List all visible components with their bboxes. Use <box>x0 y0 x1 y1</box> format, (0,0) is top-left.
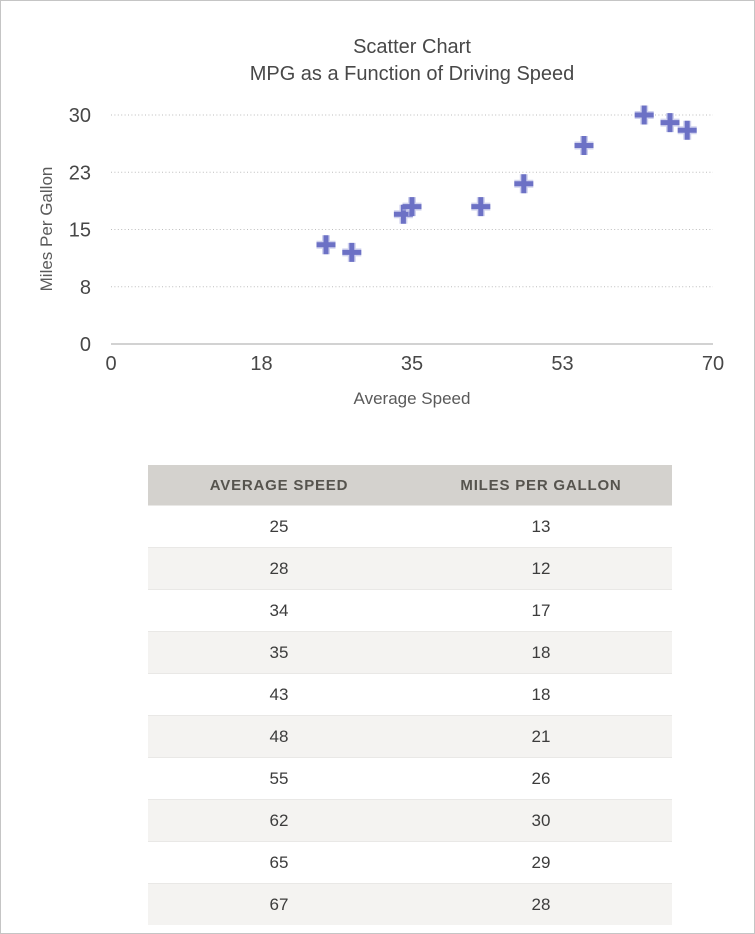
y-tick-label: 23 <box>69 162 91 184</box>
table-cell: 65 <box>148 841 410 884</box>
scatter-point <box>660 113 680 133</box>
table-header-cell-average-speed: AVERAGE SPEED <box>148 465 410 506</box>
table-cell: 17 <box>410 589 672 632</box>
y-tick-label: 0 <box>80 334 91 356</box>
scatter-point <box>574 136 594 156</box>
scatter-point <box>471 197 491 217</box>
scatter-point <box>316 235 336 255</box>
table-cell: 13 <box>410 505 672 548</box>
table-row: 35 18 <box>148 631 672 674</box>
table-cell: 67 <box>148 883 410 925</box>
table-cell: 43 <box>148 673 410 716</box>
table-cell: 48 <box>148 715 410 758</box>
table-row: 34 17 <box>148 589 672 632</box>
data-table: AVERAGE SPEED MILES PER GALLON 25 13 28 12 3… <box>148 465 672 925</box>
scatter-chart: 0 8 15 23 30 0 18 35 53 70 <box>69 105 724 375</box>
table-header-cell-miles-per-gallon: MILES PER GALLON <box>410 465 672 506</box>
scatter-point <box>634 105 654 125</box>
table-cell: 34 <box>148 589 410 632</box>
x-tick-label: 70 <box>702 353 724 375</box>
y-tick-label: 15 <box>69 220 91 242</box>
chart-title: Scatter Chart <box>353 36 471 58</box>
scatter-point <box>402 197 422 217</box>
table-cell: 18 <box>410 631 672 674</box>
x-tick-label: 53 <box>551 353 573 375</box>
table-row: 25 13 <box>148 505 672 548</box>
table-row: 43 18 <box>148 673 672 716</box>
table-cell: 29 <box>410 841 672 884</box>
x-tick-label: 35 <box>401 353 423 375</box>
table-row: 48 21 <box>148 715 672 758</box>
y-tick-label: 30 <box>69 105 91 127</box>
table-header: AVERAGE SPEED MILES PER GALLON <box>148 465 672 506</box>
table-cell: 55 <box>148 757 410 800</box>
scatter-point <box>677 120 697 140</box>
x-tick-label: 18 <box>250 353 272 375</box>
chart-title-block: Scatter Chart MPG as a Function of Drivi… <box>111 34 713 88</box>
table-cell: 28 <box>410 883 672 925</box>
table-row: 67 28 <box>148 883 672 925</box>
table-row: 55 26 <box>148 757 672 800</box>
table-cell: 35 <box>148 631 410 674</box>
scatter-point <box>514 174 534 194</box>
table-cell: 21 <box>410 715 672 758</box>
table-cell: 30 <box>410 799 672 842</box>
table-cell: 28 <box>148 547 410 590</box>
table-row: 62 30 <box>148 799 672 842</box>
scatter-point <box>342 242 362 262</box>
x-tick-label: 0 <box>105 353 116 375</box>
chart-subtitle: MPG as a Function of Driving Speed <box>249 63 575 85</box>
table-header-row: AVERAGE SPEED MILES PER GALLON <box>148 465 672 506</box>
table-cell: 25 <box>148 505 410 548</box>
table-cell: 12 <box>410 547 672 590</box>
y-tick-label: 8 <box>80 277 91 299</box>
table-cell: 18 <box>410 673 672 716</box>
table-row: 28 12 <box>148 547 672 590</box>
table-cell: 62 <box>148 799 410 842</box>
table-cell: 26 <box>410 757 672 800</box>
x-axis-title: Average Speed <box>353 389 471 408</box>
y-axis-title: Miles Per Gallon <box>37 166 56 292</box>
table-body: 25 13 28 12 34 17 35 18 43 18 48 21 55 26 62 30 65 29 67 28 <box>148 505 672 925</box>
table-row: 65 29 <box>148 841 672 884</box>
